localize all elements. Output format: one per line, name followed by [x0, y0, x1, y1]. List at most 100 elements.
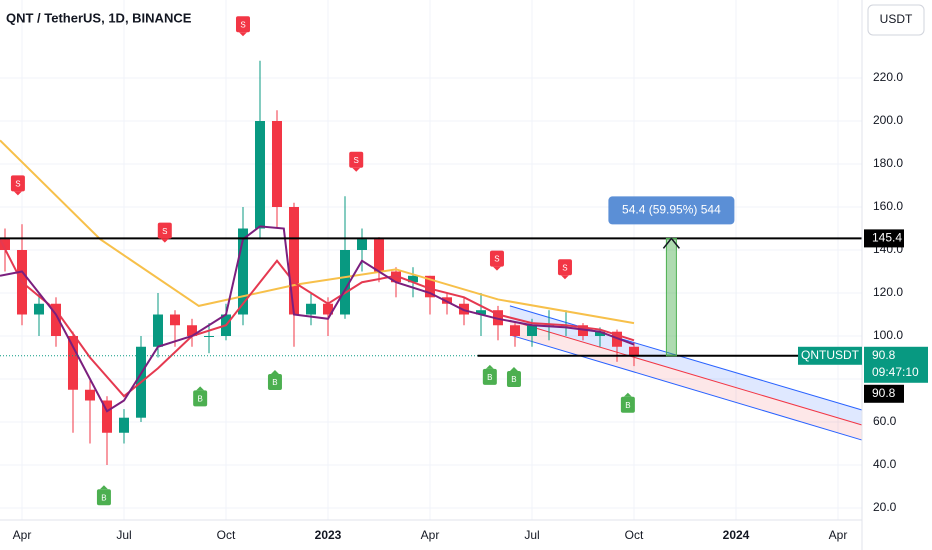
- candle-body: [33, 303, 44, 315]
- currency-button[interactable]: [867, 4, 925, 36]
- candle-body: [67, 336, 78, 390]
- candle-body: [509, 325, 520, 337]
- x-tick-label: Apr: [829, 528, 848, 542]
- signal-marker: [235, 16, 250, 33]
- y-tick-label: 40.0: [873, 457, 897, 471]
- candle-body: [594, 331, 605, 337]
- measure-box: [665, 237, 677, 357]
- channel-lower: [509, 334, 863, 441]
- countdown: 09:47:10: [872, 365, 919, 379]
- currency-label[interactable]: USDT: [880, 12, 913, 26]
- signal-marker: [10, 175, 25, 192]
- plot: 54.4 (59.95%) 544 S S S S S S B B B B B B: [0, 16, 863, 506]
- x-tick-label: Apr: [421, 528, 440, 542]
- candle-body: [390, 271, 401, 283]
- signal-marker: [157, 222, 172, 239]
- channel-lower-fill: [509, 320, 862, 441]
- y-tick-label: 180.0: [873, 156, 903, 170]
- signal-pointer: [492, 266, 501, 271]
- channel-upper: [509, 305, 863, 411]
- signal-pointer: [13, 191, 22, 196]
- candle-body: [305, 303, 316, 315]
- candle-body: [373, 239, 384, 272]
- y-tick-label: 200.0: [873, 113, 903, 127]
- y-tick-label: 100.0: [873, 328, 903, 342]
- candle-body: [186, 325, 197, 337]
- x-tick-label: Jul: [116, 528, 131, 542]
- signal-marker: [506, 371, 521, 388]
- measure-arrow: [662, 237, 680, 249]
- measure-label-bg: [608, 196, 735, 225]
- signal-label: B: [511, 375, 516, 384]
- moving-average: [0, 238, 635, 398]
- symbol-bg: [798, 346, 862, 365]
- signal-label: S: [240, 20, 245, 29]
- candle-body: [407, 275, 418, 283]
- candle-body: [169, 314, 180, 326]
- candle-body: [118, 417, 129, 433]
- y-tick-label: 160.0: [873, 199, 903, 213]
- signal-pointer: [160, 238, 169, 243]
- signal-marker: [349, 151, 364, 168]
- candle-body: [203, 336, 214, 338]
- y-tick-label: 20.0: [873, 500, 897, 514]
- candle-body: [152, 314, 163, 347]
- signal-marker: [482, 368, 497, 385]
- signal-pointer: [623, 392, 632, 397]
- signal-pointer: [560, 275, 569, 280]
- signal-label: S: [15, 179, 20, 188]
- y-tick-label: 220.0: [873, 70, 903, 84]
- signal-pointer: [352, 167, 361, 172]
- resistance-price: 145.4: [872, 231, 902, 245]
- candle-body: [339, 250, 350, 315]
- candle-body: [475, 310, 486, 315]
- candle-body: [271, 121, 282, 208]
- candle-body: [84, 389, 95, 401]
- signal-label: S: [354, 156, 359, 165]
- candle-body: [611, 331, 622, 347]
- y-tick-label: 120.0: [873, 285, 903, 299]
- signal-label: B: [101, 493, 106, 502]
- signal-label: S: [494, 255, 499, 264]
- signal-pointer: [270, 370, 279, 375]
- axes: 20.040.060.080.0100.0120.0140.0160.0180.…: [13, 70, 928, 542]
- signal-marker: [193, 390, 208, 407]
- signal-label: B: [487, 373, 492, 382]
- candle-body: [492, 310, 503, 326]
- signal-pointer: [509, 367, 518, 372]
- x-tick-label: Oct: [217, 528, 236, 542]
- resistance-price-bg: [864, 229, 904, 248]
- support-price: 90.8: [872, 386, 896, 400]
- signal-label: B: [197, 394, 202, 403]
- signal-marker: [489, 250, 504, 267]
- signal-pointer: [99, 485, 108, 490]
- candle-body: [288, 207, 299, 315]
- candle-body: [526, 325, 537, 337]
- channel-middle: [509, 319, 863, 426]
- x-tick-label: 2024: [723, 528, 750, 542]
- signal-marker: [557, 259, 572, 276]
- candle-body: [0, 239, 10, 251]
- y-tick-label: 60.0: [873, 414, 897, 428]
- signal-pointer: [196, 386, 205, 391]
- x-tick-label: Apr: [13, 528, 32, 542]
- candle-body: [577, 325, 588, 337]
- candle-body: [254, 121, 265, 229]
- signal-label: B: [625, 401, 630, 410]
- x-tick-label: 2023: [315, 528, 342, 542]
- signal-marker: [267, 374, 282, 391]
- chart-title: QNT / TetherUS, 1D, BINANCE: [6, 10, 192, 25]
- last-price: 90.8: [872, 348, 896, 362]
- measure-label: 54.4 (59.95%) 544: [622, 203, 721, 217]
- x-tick-label: Oct: [625, 528, 644, 542]
- x-tick-label: Jul: [524, 528, 539, 542]
- candle-body: [237, 228, 248, 315]
- support-price-bg: [864, 384, 904, 403]
- signal-label: B: [272, 378, 277, 387]
- signal-pointer: [238, 32, 247, 37]
- signal-label: S: [162, 227, 167, 236]
- candle-body: [356, 239, 367, 251]
- signal-pointer: [485, 364, 494, 369]
